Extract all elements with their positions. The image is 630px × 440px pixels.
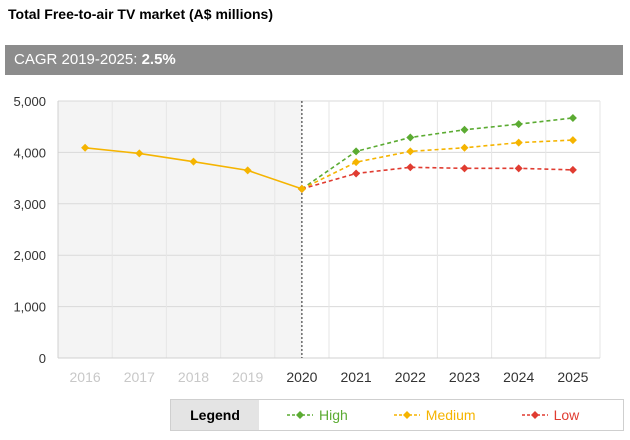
x-tick-label: 2022 xyxy=(395,369,426,385)
low-point xyxy=(568,165,577,174)
legend-title: Legend xyxy=(171,400,259,430)
medium-point xyxy=(406,147,415,156)
high-line xyxy=(301,117,573,190)
high-point xyxy=(406,133,415,142)
historical-point xyxy=(297,184,306,193)
medium-point xyxy=(568,136,577,145)
low-point xyxy=(352,169,361,178)
high-point xyxy=(514,120,523,129)
y-tick-label: 4,000 xyxy=(13,145,46,160)
cagr-label: CAGR 2019-2025: xyxy=(14,51,142,68)
y-tick-label: 0 xyxy=(39,351,46,366)
historical-shade xyxy=(58,101,302,358)
legend-item-high: High xyxy=(287,407,348,423)
legend-marker-icon xyxy=(393,411,420,419)
high-point xyxy=(460,125,469,134)
medium-point xyxy=(460,143,469,152)
legend-label: Medium xyxy=(425,407,476,423)
legend-marker-icon xyxy=(287,411,313,419)
cagr-banner: CAGR 2019-2025: 2.5% xyxy=(5,45,623,75)
x-tick-label: 2018 xyxy=(178,369,209,385)
legend-label: High xyxy=(319,407,348,423)
x-tick-label: 2025 xyxy=(557,369,588,385)
legend: Legend High Medium Low xyxy=(170,399,624,431)
x-tick-label: 2023 xyxy=(449,369,480,385)
historical-point xyxy=(135,149,144,158)
y-tick-label: 3,000 xyxy=(13,197,46,212)
x-tick-label: 2021 xyxy=(341,369,372,385)
medium-line xyxy=(301,139,573,190)
y-tick-label: 5,000 xyxy=(13,94,46,109)
chart-title: Total Free-to-air TV market (A$ millions… xyxy=(8,6,274,22)
cagr-value: 2.5% xyxy=(141,51,176,68)
x-tick-label: 2017 xyxy=(124,369,155,385)
historical-point xyxy=(243,166,252,175)
line-chart: 0 1,000 2,000 3,000 4,000 5,000 2016 2017 2018 20… xyxy=(13,94,601,385)
historical-point xyxy=(81,143,90,152)
x-tick-label: 2016 xyxy=(70,369,101,385)
legend-label: Low xyxy=(553,407,580,423)
legend-item-low: Low xyxy=(521,407,580,423)
y-tick-label: 1,000 xyxy=(13,300,46,315)
x-tick-label: 2024 xyxy=(503,369,534,385)
legend-marker-icon xyxy=(521,411,548,419)
medium-point xyxy=(352,158,361,167)
high-point xyxy=(568,113,577,122)
x-tick-label: 2020 xyxy=(286,369,317,385)
x-tick-label: 2019 xyxy=(232,369,263,385)
historical-point xyxy=(189,157,198,166)
low-point xyxy=(460,164,469,173)
legend-item-medium: Medium xyxy=(393,407,476,423)
medium-point xyxy=(514,138,523,147)
low-point xyxy=(406,163,415,172)
y-tick-label: 2,000 xyxy=(13,248,46,263)
high-point xyxy=(352,147,361,156)
low-point xyxy=(514,164,523,173)
